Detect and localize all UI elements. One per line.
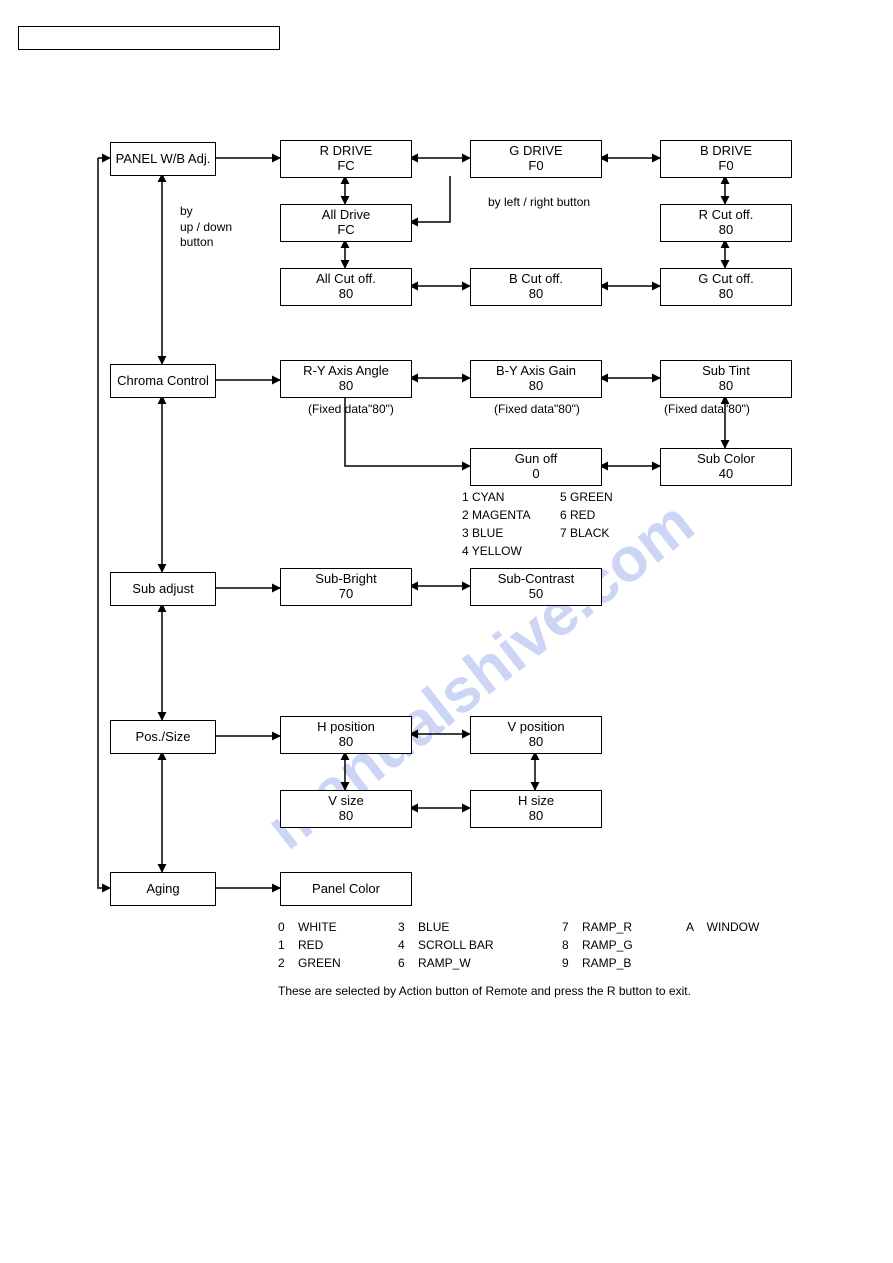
node-g_drive: G DRIVEF0 — [470, 140, 602, 178]
node-panel_wb: PANEL W/B Adj. — [110, 142, 216, 176]
node-panel_wb-line: PANEL W/B Adj. — [111, 152, 215, 167]
node-r_drive-line: R DRIVE — [281, 144, 411, 159]
node-sub_bright-line: 70 — [281, 587, 411, 602]
node-b_drive-line: F0 — [661, 159, 791, 174]
label-lbl_gun2: 2 MAGENTA — [462, 508, 530, 524]
node-sub_adjust: Sub adjust — [110, 572, 216, 606]
node-ry_axis: R-Y Axis Angle80 — [280, 360, 412, 398]
node-chroma: Chroma Control — [110, 364, 216, 398]
node-b_cutoff-line: 80 — [471, 287, 601, 302]
node-g_cutoff-line: 80 — [661, 287, 791, 302]
node-r_drive: R DRIVEFC — [280, 140, 412, 178]
node-by_axis-line: 80 — [471, 379, 601, 394]
node-chroma-line: Chroma Control — [111, 374, 215, 389]
node-panel_color: Panel Color — [280, 872, 412, 906]
label-lbl_updown: by up / down button — [180, 204, 232, 251]
node-b_drive-line: B DRIVE — [661, 144, 791, 159]
node-pos_size: Pos./Size — [110, 720, 216, 754]
node-placeholder-line — [19, 31, 279, 46]
label-lbl_footer: These are selected by Action button of R… — [278, 984, 691, 1000]
node-h_size-line: 80 — [471, 809, 601, 824]
node-sub_adjust-line: Sub adjust — [111, 582, 215, 597]
node-v_size-line: V size — [281, 794, 411, 809]
node-all_drive: All DriveFC — [280, 204, 412, 242]
node-pos_size-line: Pos./Size — [111, 730, 215, 745]
node-g_drive-line: G DRIVE — [471, 144, 601, 159]
node-h_pos: H position80 — [280, 716, 412, 754]
node-r_drive-line: FC — [281, 159, 411, 174]
node-aging-line: Aging — [111, 882, 215, 897]
label-lbl_pc_1: 1 RED — [278, 938, 323, 954]
node-sub_color: Sub Color40 — [660, 448, 792, 486]
node-panel_color-line: Panel Color — [281, 882, 411, 897]
label-lbl_pc_3: 3 BLUE — [398, 920, 449, 936]
node-sub_contrast-line: 50 — [471, 587, 601, 602]
node-all_drive-line: All Drive — [281, 208, 411, 223]
label-lbl_fixed2: (Fixed data"80") — [494, 402, 580, 418]
node-all_cutoff-line: All Cut off. — [281, 272, 411, 287]
node-all_cutoff: All Cut off.80 — [280, 268, 412, 306]
diagram-stage: manualshive.com PANEL W/B Adj.R DRIVEFCG… — [0, 0, 893, 1263]
node-sub_color-line: Sub Color — [661, 452, 791, 467]
node-v_size: V size80 — [280, 790, 412, 828]
label-lbl_pc_2: 2 GREEN — [278, 956, 341, 972]
node-gun_off: Gun off0 — [470, 448, 602, 486]
label-lbl_pc_9: 9 RAMP_B — [562, 956, 631, 972]
node-sub_contrast: Sub-Contrast50 — [470, 568, 602, 606]
node-h_pos-line: 80 — [281, 735, 411, 750]
label-lbl_fixed1: (Fixed data"80") — [308, 402, 394, 418]
node-aging: Aging — [110, 872, 216, 906]
node-sub_bright: Sub-Bright70 — [280, 568, 412, 606]
node-ry_axis-line: 80 — [281, 379, 411, 394]
label-lbl_gun7: 7 BLACK — [560, 526, 609, 542]
connector-layer — [0, 0, 893, 1263]
node-r_cutoff-line: R Cut off. — [661, 208, 791, 223]
node-r_cutoff: R Cut off.80 — [660, 204, 792, 242]
node-sub_tint: Sub Tint80 — [660, 360, 792, 398]
node-b_drive: B DRIVEF0 — [660, 140, 792, 178]
label-lbl_pc_0: 0 WHITE — [278, 920, 337, 936]
label-lbl_pc_A: A WINDOW — [686, 920, 759, 936]
node-gun_off-line: 0 — [471, 467, 601, 482]
label-lbl_gun1: 1 CYAN — [462, 490, 504, 506]
node-h_size-line: H size — [471, 794, 601, 809]
label-lbl_pc_8: 8 RAMP_G — [562, 938, 633, 954]
node-r_cutoff-line: 80 — [661, 223, 791, 238]
label-lbl_lr: by left / right button — [488, 195, 590, 211]
node-ry_axis-line: R-Y Axis Angle — [281, 364, 411, 379]
label-lbl_pc_4: 4 SCROLL BAR — [398, 938, 494, 954]
label-lbl_fixed3: (Fixed data"80") — [664, 402, 750, 418]
node-sub_bright-line: Sub-Bright — [281, 572, 411, 587]
node-all_drive-line: FC — [281, 223, 411, 238]
node-b_cutoff-line: B Cut off. — [471, 272, 601, 287]
node-v_pos: V position80 — [470, 716, 602, 754]
label-lbl_gun3: 3 BLUE — [462, 526, 503, 542]
label-lbl_gun6: 6 RED — [560, 508, 595, 524]
node-sub_color-line: 40 — [661, 467, 791, 482]
label-lbl_gun5: 5 GREEN — [560, 490, 613, 506]
node-by_axis-line: B-Y Axis Gain — [471, 364, 601, 379]
node-v_size-line: 80 — [281, 809, 411, 824]
node-sub_tint-line: Sub Tint — [661, 364, 791, 379]
node-v_pos-line: V position — [471, 720, 601, 735]
node-gun_off-line: Gun off — [471, 452, 601, 467]
node-b_cutoff: B Cut off.80 — [470, 268, 602, 306]
label-lbl_pc_6: 6 RAMP_W — [398, 956, 471, 972]
node-placeholder — [18, 26, 280, 50]
node-by_axis: B-Y Axis Gain80 — [470, 360, 602, 398]
node-h_size: H size80 — [470, 790, 602, 828]
node-all_cutoff-line: 80 — [281, 287, 411, 302]
label-lbl_gun4: 4 YELLOW — [462, 544, 522, 560]
node-h_pos-line: H position — [281, 720, 411, 735]
node-sub_contrast-line: Sub-Contrast — [471, 572, 601, 587]
node-g_cutoff: G Cut off.80 — [660, 268, 792, 306]
node-sub_tint-line: 80 — [661, 379, 791, 394]
label-lbl_pc_7: 7 RAMP_R — [562, 920, 632, 936]
node-g_cutoff-line: G Cut off. — [661, 272, 791, 287]
node-v_pos-line: 80 — [471, 735, 601, 750]
node-g_drive-line: F0 — [471, 159, 601, 174]
